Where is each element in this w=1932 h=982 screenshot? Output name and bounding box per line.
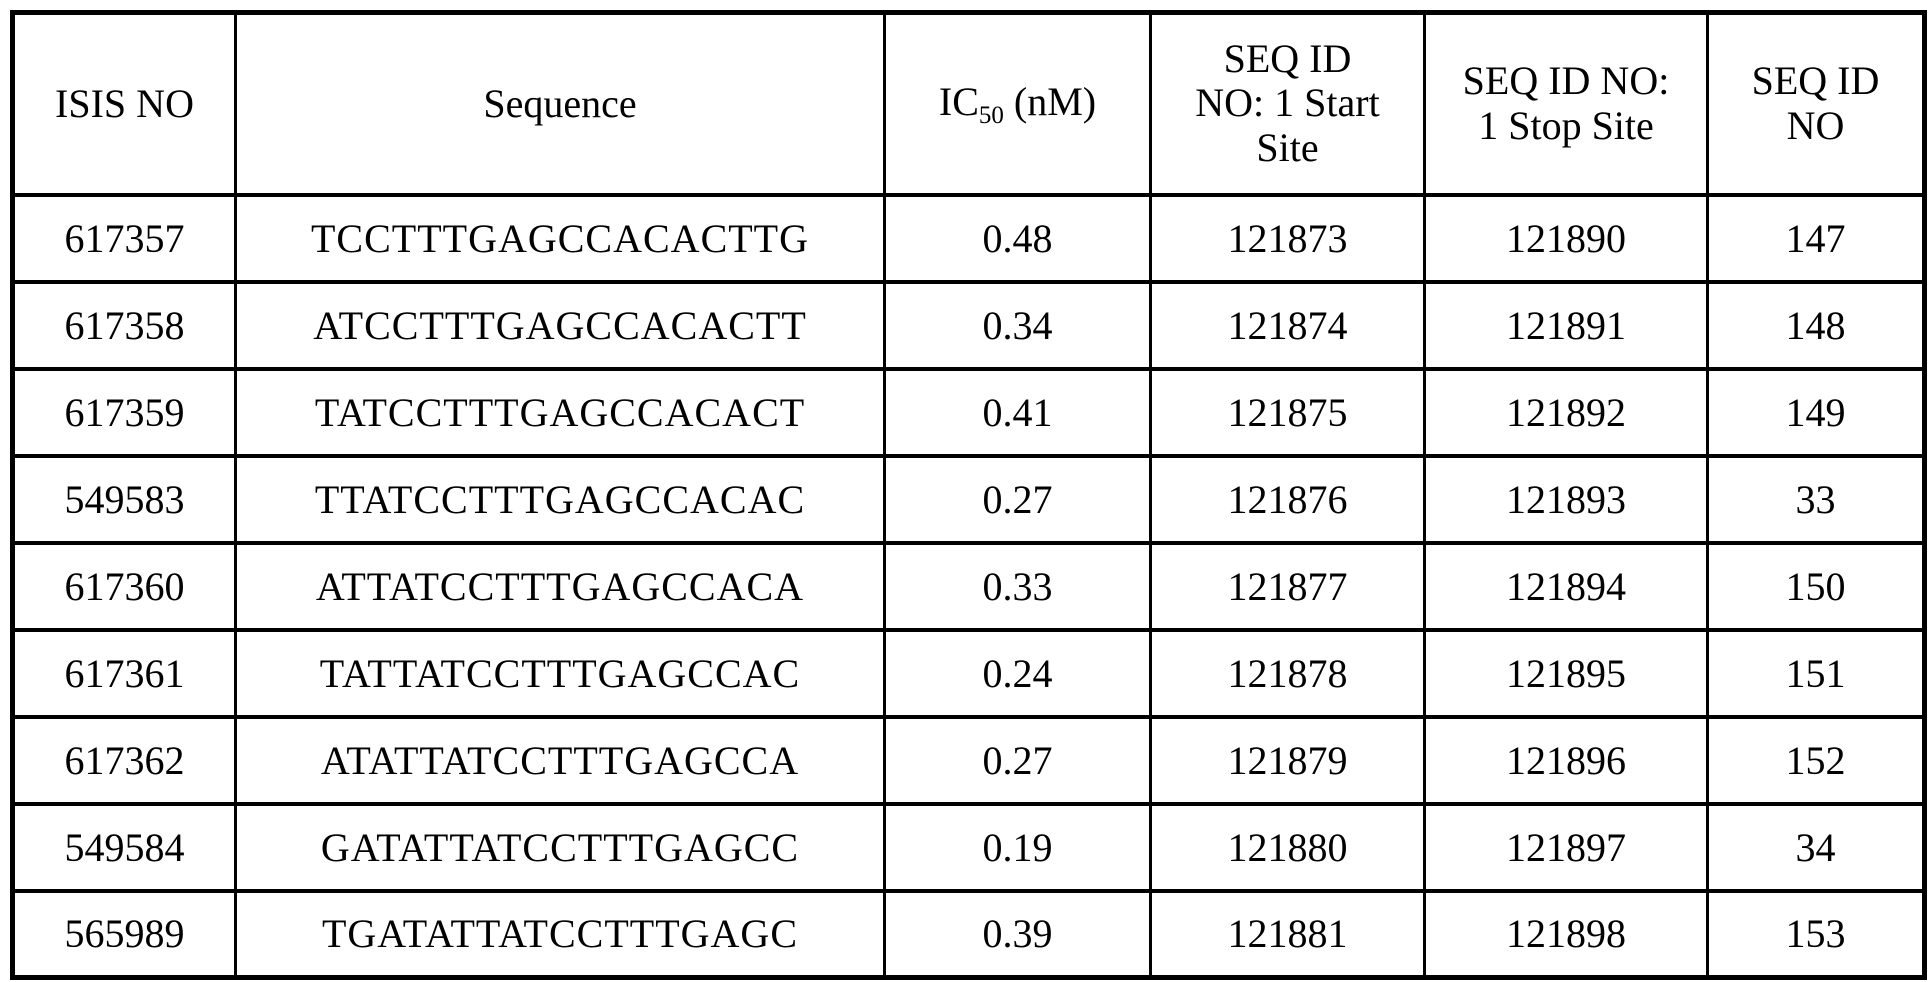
- sequence-cell: ATATTATCCTTTGAGCCA: [234, 714, 886, 806]
- table-row: 617358 ATCCTTTGAGCCACACTT 0.34 121874 12…: [11, 279, 1926, 371]
- ic50-cell: 0.34: [883, 279, 1152, 371]
- column-header-sequence: Sequence: [234, 10, 886, 197]
- header-row: ISIS NO Sequence IC50 (nM) SEQ ID NO: 1 …: [11, 10, 1926, 197]
- ic50-cell: 0.41: [883, 366, 1152, 458]
- stop-site-cell: 121895: [1423, 627, 1709, 719]
- seq-id-no-cell: 148: [1706, 279, 1926, 371]
- isis-no-cell: 565989: [11, 888, 237, 980]
- sequence-cell: GATATTATCCTTTGAGCC: [234, 801, 886, 893]
- stop-site-cell: 121891: [1423, 279, 1709, 371]
- isis-no-cell: 617359: [11, 366, 237, 458]
- sequence-cell: TCCTTTGAGCCACACTTG: [234, 192, 886, 284]
- stop-site-cell: 121898: [1423, 888, 1709, 980]
- ic50-cell: 0.27: [883, 714, 1152, 806]
- ic50-cell: 0.19: [883, 801, 1152, 893]
- isis-no-cell: 617357: [11, 192, 237, 284]
- isis-no-cell: 617358: [11, 279, 237, 371]
- column-header-seq-id-no: SEQ ID NO: [1706, 10, 1926, 197]
- isis-no-cell: 617360: [11, 540, 237, 632]
- sequence-cell: ATTATCCTTTGAGCCACA: [234, 540, 886, 632]
- seq-id-no-cell: 33: [1706, 453, 1926, 545]
- sequence-cell: TATCCTTTGAGCCACACT: [234, 366, 886, 458]
- ic50-cell: 0.48: [883, 192, 1152, 284]
- stop-site-cell: 121890: [1423, 192, 1709, 284]
- stop-site-cell: 121893: [1423, 453, 1709, 545]
- table-row: 565989 TGATATTATCCTTTGAGC 0.39 121881 12…: [11, 888, 1926, 980]
- table-row: 617362 ATATTATCCTTTGAGCCA 0.27 121879 12…: [11, 714, 1926, 806]
- column-header-ic50: IC50 (nM): [883, 10, 1152, 197]
- seq-id-no-cell: 147: [1706, 192, 1926, 284]
- start-site-cell: 121877: [1149, 540, 1426, 632]
- seq-id-no-cell: 149: [1706, 366, 1926, 458]
- ic50-cell: 0.24: [883, 627, 1152, 719]
- sequence-cell: TGATATTATCCTTTGAGC: [234, 888, 886, 980]
- start-site-cell: 121873: [1149, 192, 1426, 284]
- start-site-cell: 121881: [1149, 888, 1426, 980]
- table-row: 617357 TCCTTTGAGCCACACTTG 0.48 121873 12…: [11, 192, 1926, 284]
- table-row: 549583 TTATCCTTTGAGCCACAC 0.27 121876 12…: [11, 453, 1926, 545]
- sequence-cell: TTATCCTTTGAGCCACAC: [234, 453, 886, 545]
- start-site-cell: 121875: [1149, 366, 1426, 458]
- seq-id-no-cell: 153: [1706, 888, 1926, 980]
- table-row: 617361 TATTATCCTTTGAGCCAC 0.24 121878 12…: [11, 627, 1926, 719]
- sequence-cell: ATCCTTTGAGCCACACTT: [234, 279, 886, 371]
- stop-site-cell: 121897: [1423, 801, 1709, 893]
- ic50-label-subscript: 50: [978, 101, 1004, 129]
- start-site-cell: 121878: [1149, 627, 1426, 719]
- stop-site-cell: 121892: [1423, 366, 1709, 458]
- document-page: ISIS NO Sequence IC50 (nM) SEQ ID NO: 1 …: [10, 10, 1927, 980]
- table-row: 549584 GATATTATCCTTTGAGCC 0.19 121880 12…: [11, 801, 1926, 893]
- column-header-start-site: SEQ ID NO: 1 Start Site: [1149, 10, 1426, 197]
- start-site-cell: 121880: [1149, 801, 1426, 893]
- table-row: 617359 TATCCTTTGAGCCACACT 0.41 121875 12…: [11, 366, 1926, 458]
- column-header-isis-no: ISIS NO: [11, 10, 237, 197]
- seq-id-no-cell: 151: [1706, 627, 1926, 719]
- isis-no-cell: 549583: [11, 453, 237, 545]
- stop-site-cell: 121896: [1423, 714, 1709, 806]
- table-row: 617360 ATTATCCTTTGAGCCACA 0.33 121877 12…: [11, 540, 1926, 632]
- sequence-cell: TATTATCCTTTGAGCCAC: [234, 627, 886, 719]
- start-site-cell: 121874: [1149, 279, 1426, 371]
- start-site-cell: 121879: [1149, 714, 1426, 806]
- ic50-cell: 0.39: [883, 888, 1152, 980]
- ic50-label-prefix: IC: [938, 78, 979, 124]
- isis-no-cell: 617362: [11, 714, 237, 806]
- column-header-stop-site: SEQ ID NO: 1 Stop Site: [1423, 10, 1709, 197]
- oligonucleotide-table: ISIS NO Sequence IC50 (nM) SEQ ID NO: 1 …: [10, 10, 1927, 980]
- seq-id-no-cell: 152: [1706, 714, 1926, 806]
- table-header: ISIS NO Sequence IC50 (nM) SEQ ID NO: 1 …: [11, 10, 1926, 197]
- ic50-cell: 0.33: [883, 540, 1152, 632]
- ic50-cell: 0.27: [883, 453, 1152, 545]
- seq-id-no-cell: 150: [1706, 540, 1926, 632]
- isis-no-cell: 549584: [11, 801, 237, 893]
- stop-site-cell: 121894: [1423, 540, 1709, 632]
- ic50-label-unit: (nM): [1003, 78, 1097, 124]
- start-site-cell: 121876: [1149, 453, 1426, 545]
- seq-id-no-cell: 34: [1706, 801, 1926, 893]
- isis-no-cell: 617361: [11, 627, 237, 719]
- table-body: 617357 TCCTTTGAGCCACACTTG 0.48 121873 12…: [11, 192, 1926, 980]
